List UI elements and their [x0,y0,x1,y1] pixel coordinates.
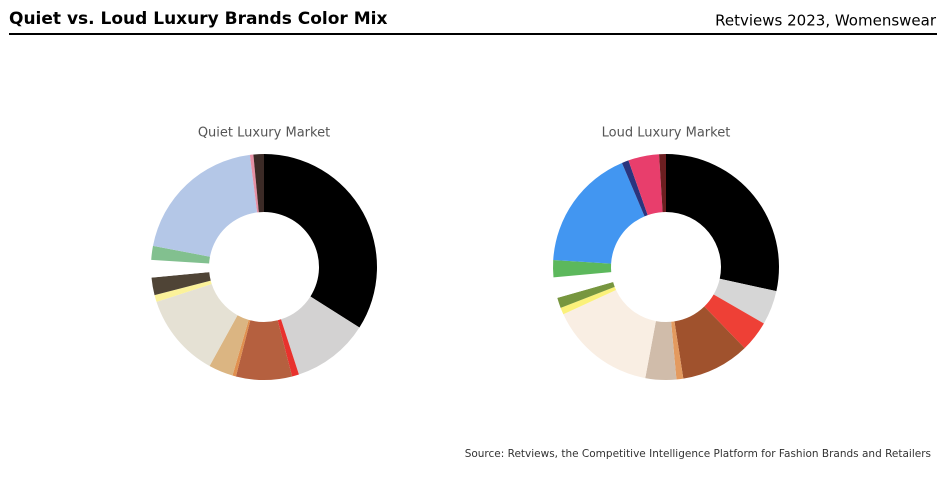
donut-segment [264,154,377,328]
donut-segment [557,282,615,308]
donut-segment [659,154,666,213]
page-subtitle: Retviews 2023, Womenswear [715,12,937,30]
donut-segment [153,154,258,257]
donut-segment [552,260,612,278]
source-note: Source: Retviews, the Competitive Intell… [465,448,931,460]
donut-segment [674,306,745,379]
donut-segment [645,321,677,380]
donut-segment [277,319,299,377]
donut-segment [671,321,684,380]
donut-segment [560,286,617,315]
donut-segment [553,162,645,264]
donut-segment [209,315,249,376]
chart-title: Quiet Luxury Market [198,126,330,141]
donut-segment [253,154,264,213]
donut-segment [628,154,663,216]
donut-segment [151,245,210,264]
donut-segment [151,259,210,278]
donut-segment [713,278,777,324]
donut-segment [621,160,648,217]
page-title: Quiet vs. Loud Luxury Brands Color Mix [9,9,387,29]
donut-segment [235,320,293,380]
donut-segment [151,272,211,296]
donut-segment [156,283,238,367]
donut-segment [280,296,360,375]
donut-segment [249,154,259,213]
donut-segment [704,294,764,349]
donut-segment [232,319,251,377]
donut-segment [563,289,656,379]
donut-segment [553,272,614,298]
chart-title: Loud Luxury Market [602,126,731,141]
donut-segment [154,280,212,302]
donut-segment [666,154,780,292]
